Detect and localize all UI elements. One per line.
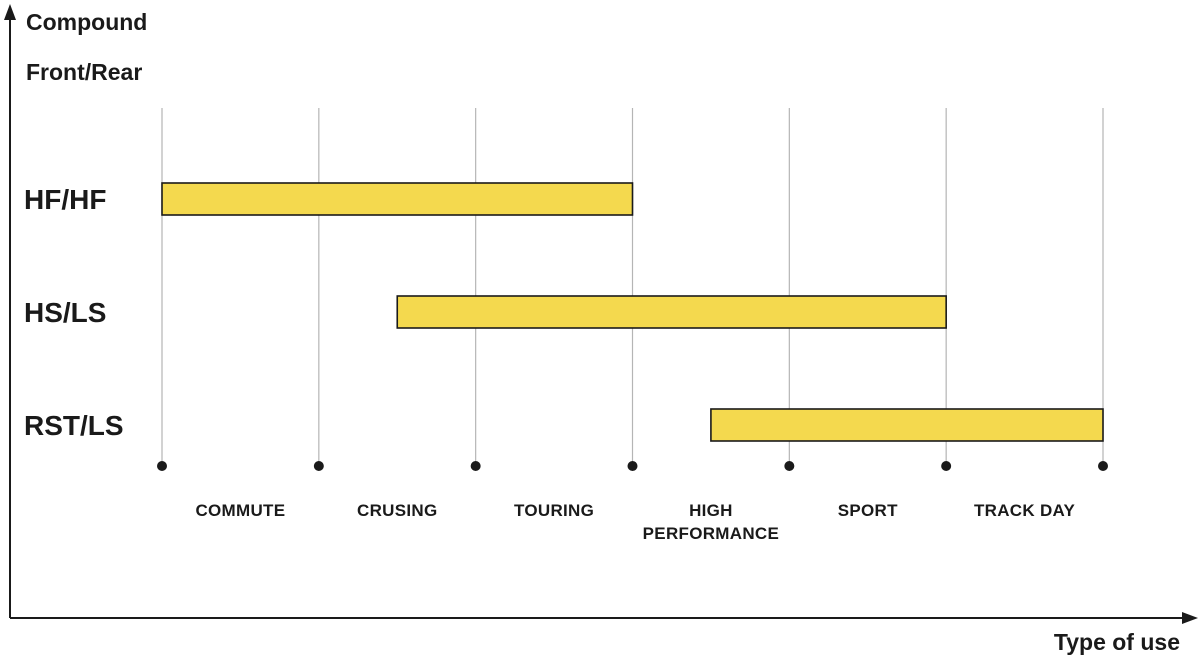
tick-label: CRUSING <box>357 501 438 520</box>
category-label: HF/HF <box>24 184 106 215</box>
tick-label: HIGH PERFORMANCE <box>643 501 779 543</box>
x-axis-title: Type of use <box>1054 629 1180 655</box>
y-axis-arrowhead <box>4 4 16 20</box>
tick-dot <box>941 461 952 471</box>
category-label: HS/LS <box>24 297 106 328</box>
x-axis-arrowhead <box>1182 612 1198 624</box>
tick-dot <box>313 461 324 471</box>
tick-label: TRACK DAY <box>974 501 1076 520</box>
tick-dot <box>627 461 638 471</box>
category-label: RST/LS <box>24 410 124 441</box>
tick-label: TOURING <box>514 501 594 520</box>
tick-label: SPORT <box>838 501 898 520</box>
tick-layer: COMMUTE CRUSING TOURING HIGH PERFORMANCE SPOR… <box>195 501 1075 543</box>
tick-dot <box>784 461 795 471</box>
range-bar <box>710 408 1104 442</box>
grid-layer <box>157 108 1108 471</box>
tick-dot <box>157 461 167 471</box>
bar-layer <box>161 182 1104 442</box>
category-label-layer: HF/HF HS/LS RST/LS <box>24 184 124 441</box>
tick-dot <box>1098 461 1108 471</box>
y-axis-title-line2: Front/Rear <box>26 59 142 85</box>
range-bar <box>161 182 634 216</box>
range-bar <box>396 295 947 329</box>
tick-label: COMMUTE <box>195 501 285 520</box>
y-axis-title-line1: Compound <box>26 9 147 35</box>
tick-dot <box>470 461 481 471</box>
